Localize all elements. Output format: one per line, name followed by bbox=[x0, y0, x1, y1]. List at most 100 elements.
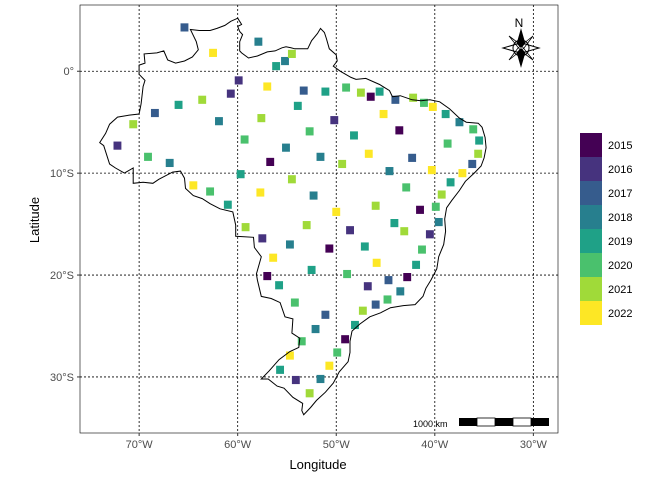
cell-2022-96 bbox=[427, 166, 436, 175]
x-tick-label-1: 60°W bbox=[224, 439, 252, 451]
scale-bar: 1000 km bbox=[413, 417, 549, 429]
cell-2019-10 bbox=[321, 87, 330, 96]
cell-2018-70 bbox=[309, 191, 318, 200]
legend-label-2019: 2019 bbox=[608, 236, 632, 248]
cell-2017-9 bbox=[299, 86, 308, 95]
x-tick-label-2: 50°W bbox=[323, 439, 351, 451]
cell-2018-1 bbox=[254, 37, 263, 46]
cell-2018-48 bbox=[311, 324, 320, 334]
cell-2021-76 bbox=[400, 227, 409, 236]
cell-2019-56 bbox=[223, 200, 232, 209]
cell-2018-66 bbox=[215, 117, 223, 126]
cell-2022-85 bbox=[256, 188, 265, 197]
cell-2020-40 bbox=[333, 348, 342, 357]
cell-2019-51 bbox=[275, 281, 284, 290]
legend-label-2018: 2018 bbox=[608, 212, 632, 224]
cell-2016-82 bbox=[330, 116, 339, 125]
cell-2021-69 bbox=[287, 175, 296, 184]
cell-2020-50 bbox=[290, 298, 299, 307]
cell-2021-100 bbox=[338, 159, 347, 169]
cell-2020-11 bbox=[342, 83, 351, 92]
cell-2019-26 bbox=[446, 178, 455, 187]
cell-2017-49 bbox=[321, 310, 330, 319]
cell-2020-83 bbox=[305, 127, 314, 136]
cell-2015-33 bbox=[403, 273, 412, 282]
cell-2022-46 bbox=[285, 351, 294, 360]
scale-bar-seg-5 bbox=[531, 418, 549, 426]
cell-2019-64 bbox=[174, 100, 183, 109]
legend-label-2015: 2015 bbox=[608, 140, 632, 152]
cell-2016-30 bbox=[425, 230, 434, 239]
legend-swatch-2018 bbox=[580, 205, 602, 229]
cell-2022-2 bbox=[209, 48, 217, 57]
legend-swatch-2022 bbox=[580, 301, 602, 325]
cell-2022-53 bbox=[269, 253, 278, 262]
cell-2015-77 bbox=[416, 205, 424, 214]
scale-bar-seg-2 bbox=[476, 417, 496, 427]
cell-2020-89 bbox=[343, 269, 352, 279]
north-arrow-diag bbox=[508, 35, 534, 61]
scale-bar-seg-3 bbox=[495, 418, 513, 426]
cell-2020-17 bbox=[420, 98, 428, 107]
y-tick-label-1: 10°S bbox=[50, 168, 74, 180]
legend-label-2022: 2022 bbox=[608, 308, 632, 320]
legend-label-2017: 2017 bbox=[608, 188, 632, 200]
legend-swatch-2016 bbox=[580, 157, 602, 181]
cell-2019-22 bbox=[475, 136, 484, 145]
cell-2019-5 bbox=[272, 62, 281, 71]
x-tick-label-3: 40°W bbox=[421, 439, 449, 451]
cell-2017-63 bbox=[150, 108, 159, 118]
north-arrow-diag-2 bbox=[508, 35, 534, 61]
cell-2021-103 bbox=[257, 114, 266, 123]
cell-2021-37 bbox=[358, 306, 367, 315]
cell-2019-102 bbox=[293, 101, 302, 110]
occurrence-cells bbox=[113, 23, 484, 398]
legend-swatch-2021 bbox=[580, 277, 602, 301]
cell-2021-16 bbox=[409, 93, 418, 102]
cell-2022-71 bbox=[332, 207, 341, 216]
cell-2015-39 bbox=[341, 335, 350, 344]
y-tick-label-0: 0° bbox=[63, 66, 74, 78]
graticule-grid bbox=[80, 5, 558, 433]
cell-2017-24 bbox=[468, 159, 477, 169]
cell-2019-38 bbox=[351, 320, 359, 330]
cell-2019-73 bbox=[360, 242, 369, 251]
cell-2019-13 bbox=[375, 87, 384, 96]
cell-2019-86 bbox=[236, 170, 245, 179]
cell-2021-55 bbox=[241, 223, 250, 232]
cell-2019-32 bbox=[412, 260, 421, 269]
cell-2016-90 bbox=[363, 282, 372, 291]
cell-2020-28 bbox=[431, 202, 440, 211]
cell-2018-92 bbox=[285, 240, 294, 249]
cell-2020-47 bbox=[297, 337, 306, 346]
legend: 2015 2016 2017 2018 2019 2020 2021 2022 bbox=[580, 133, 632, 325]
cell-2018-84 bbox=[282, 143, 290, 152]
y-axis-ticks: 0° 10°S 20°S 30°S bbox=[50, 66, 80, 384]
legend-swatch-2017 bbox=[580, 181, 602, 205]
cell-2016-61 bbox=[113, 141, 122, 150]
cell-2018-42 bbox=[316, 374, 325, 384]
cell-2016-54 bbox=[258, 234, 267, 243]
cell-2016-8 bbox=[226, 89, 235, 98]
cell-2017-95 bbox=[408, 153, 417, 162]
cell-2022-99 bbox=[379, 109, 388, 119]
cell-2019-94 bbox=[390, 219, 399, 228]
cell-2018-79 bbox=[385, 167, 394, 176]
north-arrow-label: N bbox=[515, 16, 524, 30]
cell-2021-23 bbox=[474, 149, 483, 158]
y-axis-title: Latitude bbox=[27, 197, 42, 243]
y-tick-label-2: 20°S bbox=[50, 270, 74, 282]
y-tick-label-3: 30°S bbox=[50, 372, 74, 384]
cell-2017-75 bbox=[384, 276, 393, 285]
cell-2022-74 bbox=[372, 258, 381, 267]
legend-label-2016: 2016 bbox=[608, 164, 632, 176]
legend-swatch-2019 bbox=[580, 229, 602, 253]
cell-2020-78 bbox=[402, 183, 411, 192]
cell-2020-57 bbox=[206, 187, 215, 196]
cell-2019-81 bbox=[350, 131, 358, 140]
cell-2020-97 bbox=[443, 139, 452, 148]
cell-2016-44 bbox=[291, 375, 300, 385]
cell-2019-19 bbox=[441, 109, 450, 119]
cell-2020-35 bbox=[383, 295, 392, 304]
cell-2015-88 bbox=[325, 244, 334, 253]
